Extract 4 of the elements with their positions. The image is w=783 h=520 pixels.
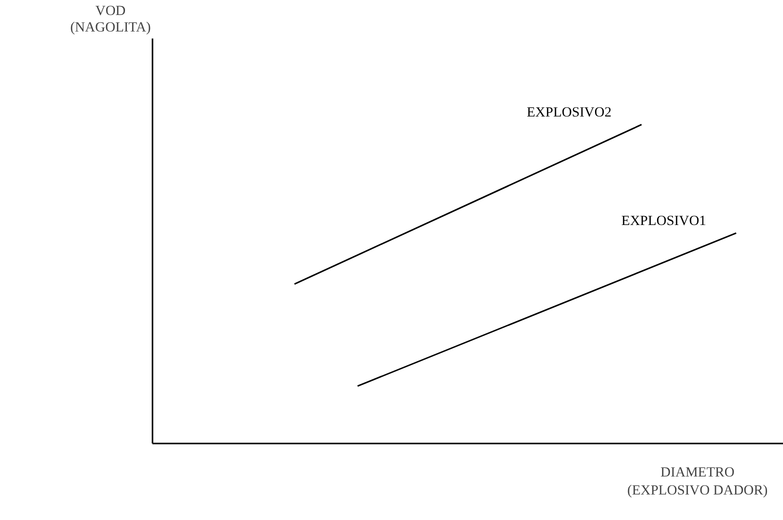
text: VOD (NAGOLITA)	[70, 4, 152, 36]
series-label: EXPLOSIVO2	[526, 106, 612, 121]
series-label: EXPLOSIVO1	[621, 214, 706, 230]
x-axis-title: DIAMETRO (EXPLOSIVO DADOR)	[627, 466, 768, 498]
